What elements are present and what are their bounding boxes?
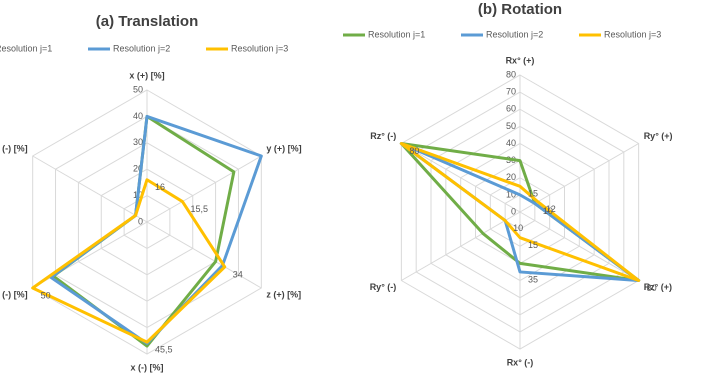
axis-label: x (-) [%] xyxy=(131,362,164,372)
tick-label: 10 xyxy=(506,189,516,199)
value-label: 35 xyxy=(528,274,538,284)
legend-label: Resolution j=1 xyxy=(368,29,425,39)
axis-label: z (-) [%] xyxy=(0,143,28,153)
chart-title: (b) Rotation xyxy=(478,1,562,18)
legend-label: Resolution j=3 xyxy=(231,43,288,53)
spoke xyxy=(146,221,262,289)
value-label: 50 xyxy=(41,290,51,300)
tick-label: 0 xyxy=(138,216,143,226)
tick-label: 20 xyxy=(506,172,516,182)
value-label: 10 xyxy=(513,223,523,233)
axis-label: y (+) [%] xyxy=(266,143,301,153)
tick-label: 80 xyxy=(506,69,516,79)
axis-label: x (+) [%] xyxy=(129,70,164,80)
value-label: 34 xyxy=(233,269,243,279)
legend-label: Resolution j=1 xyxy=(0,43,52,53)
spoke xyxy=(519,143,639,213)
tick-label: 40 xyxy=(133,111,143,121)
series-line xyxy=(49,114,263,345)
tick-label: 20 xyxy=(133,164,143,174)
tick-label: 30 xyxy=(133,137,143,147)
value-label: 45,5 xyxy=(155,344,173,354)
legend-label: Resolution j=2 xyxy=(113,43,170,53)
axis-label: Rz° (-) xyxy=(370,131,396,141)
tick-label: 0 xyxy=(511,206,516,216)
axis-label: Ry° (-) xyxy=(370,282,397,292)
value-label: 15 xyxy=(528,240,538,250)
value-label: 15,5 xyxy=(190,204,208,214)
value-label: 12 xyxy=(546,204,556,214)
legend-label: Resolution j=2 xyxy=(486,29,543,39)
value-label: 80 xyxy=(409,146,419,156)
axis-label: Rx° (-) xyxy=(507,357,534,367)
tick-label: 50 xyxy=(506,121,516,131)
axis-label: Ry° (+) xyxy=(644,131,673,141)
axis-label: Rx° (+) xyxy=(506,55,535,65)
spoke xyxy=(519,211,639,281)
spoke xyxy=(401,211,521,281)
value-label: 10 xyxy=(543,206,553,216)
value-label: 80 xyxy=(647,283,657,293)
tick-label: 70 xyxy=(506,87,516,97)
legend-label: Resolution j=3 xyxy=(604,29,661,39)
value-label: 15 xyxy=(528,189,538,199)
value-label: 16 xyxy=(155,182,165,192)
tick-label: 40 xyxy=(506,138,516,148)
axis-label: y (-) [%] xyxy=(0,289,28,299)
tick-label: 50 xyxy=(133,84,143,94)
series-line xyxy=(31,178,227,344)
series-line xyxy=(399,142,641,282)
axis-label: z (+) [%] xyxy=(266,289,301,299)
spoke xyxy=(146,155,262,223)
tick-label: 60 xyxy=(506,104,516,114)
spoke xyxy=(32,155,148,223)
spoke xyxy=(401,143,521,213)
axis-label: Rz° (+) xyxy=(644,282,672,292)
chart-title: (a) Translation xyxy=(96,13,199,30)
